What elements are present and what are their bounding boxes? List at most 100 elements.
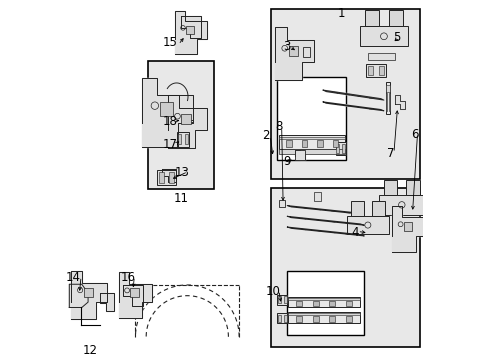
- Polygon shape: [287, 206, 364, 215]
- Bar: [383, 180, 396, 195]
- Bar: [287, 297, 359, 307]
- Text: 2: 2: [262, 129, 269, 142]
- Polygon shape: [142, 78, 193, 148]
- Bar: [169, 172, 174, 183]
- Bar: [286, 271, 363, 335]
- Bar: [277, 294, 287, 305]
- Bar: [336, 144, 339, 153]
- Polygon shape: [323, 90, 383, 100]
- Polygon shape: [119, 272, 152, 318]
- Bar: [379, 195, 424, 215]
- Bar: [388, 10, 402, 26]
- Text: 7: 7: [386, 147, 394, 160]
- Polygon shape: [71, 271, 106, 319]
- Bar: [364, 10, 378, 26]
- Text: 18: 18: [162, 115, 177, 128]
- Bar: [385, 85, 389, 92]
- Text: 15: 15: [162, 36, 177, 49]
- Bar: [159, 172, 163, 183]
- Polygon shape: [391, 206, 425, 252]
- Text: 13: 13: [175, 166, 189, 179]
- Bar: [160, 102, 172, 116]
- Bar: [287, 312, 359, 323]
- Bar: [312, 316, 318, 322]
- Bar: [345, 316, 351, 322]
- Bar: [157, 170, 176, 185]
- Bar: [295, 316, 301, 322]
- Bar: [317, 140, 322, 147]
- Bar: [366, 64, 385, 77]
- Polygon shape: [394, 95, 404, 109]
- Text: 14: 14: [66, 271, 81, 284]
- Polygon shape: [175, 11, 206, 54]
- Polygon shape: [287, 216, 364, 225]
- Bar: [388, 94, 389, 111]
- Bar: [184, 134, 188, 144]
- Bar: [295, 301, 301, 306]
- Bar: [279, 136, 345, 139]
- Bar: [279, 135, 345, 149]
- Polygon shape: [287, 227, 364, 236]
- Polygon shape: [122, 285, 142, 306]
- Bar: [301, 140, 306, 147]
- Bar: [312, 301, 318, 306]
- Bar: [271, 9, 419, 179]
- Bar: [181, 113, 191, 124]
- Bar: [342, 144, 344, 153]
- Text: 12: 12: [82, 344, 97, 357]
- Polygon shape: [100, 293, 114, 311]
- Bar: [277, 313, 287, 323]
- Polygon shape: [323, 102, 383, 111]
- Bar: [371, 201, 384, 216]
- Bar: [279, 149, 345, 154]
- Bar: [148, 61, 214, 189]
- Bar: [294, 150, 304, 160]
- Bar: [385, 94, 386, 111]
- Text: 3: 3: [283, 40, 290, 53]
- Polygon shape: [294, 150, 304, 160]
- Bar: [385, 82, 389, 114]
- Bar: [360, 26, 407, 46]
- Bar: [287, 298, 359, 300]
- Bar: [406, 180, 419, 195]
- Bar: [277, 77, 346, 160]
- Bar: [367, 53, 394, 60]
- Text: 17: 17: [162, 138, 177, 151]
- Bar: [176, 132, 189, 147]
- Polygon shape: [69, 284, 88, 307]
- Bar: [403, 222, 411, 231]
- Polygon shape: [167, 95, 206, 148]
- Bar: [283, 315, 286, 322]
- Bar: [345, 301, 351, 306]
- Bar: [303, 47, 309, 57]
- Polygon shape: [161, 169, 176, 183]
- Bar: [350, 201, 363, 216]
- Bar: [283, 296, 286, 303]
- Text: 11: 11: [173, 192, 188, 205]
- Bar: [271, 188, 419, 347]
- Text: 16: 16: [121, 271, 136, 284]
- Bar: [367, 66, 372, 75]
- Bar: [328, 301, 334, 306]
- Text: 1: 1: [337, 7, 344, 20]
- Bar: [288, 46, 298, 56]
- Bar: [130, 288, 139, 297]
- Bar: [314, 192, 320, 201]
- Bar: [286, 140, 291, 147]
- Text: 4: 4: [351, 226, 358, 239]
- Polygon shape: [181, 16, 200, 37]
- Text: 8: 8: [275, 121, 283, 134]
- Bar: [335, 141, 345, 155]
- Bar: [279, 199, 285, 207]
- Bar: [177, 134, 181, 144]
- Text: 5: 5: [392, 31, 399, 44]
- Polygon shape: [274, 27, 314, 80]
- Bar: [83, 288, 92, 297]
- Bar: [278, 315, 281, 322]
- Bar: [287, 313, 359, 315]
- Bar: [332, 140, 338, 147]
- Bar: [346, 216, 388, 234]
- Bar: [186, 26, 194, 34]
- Bar: [328, 316, 334, 322]
- Bar: [378, 66, 384, 75]
